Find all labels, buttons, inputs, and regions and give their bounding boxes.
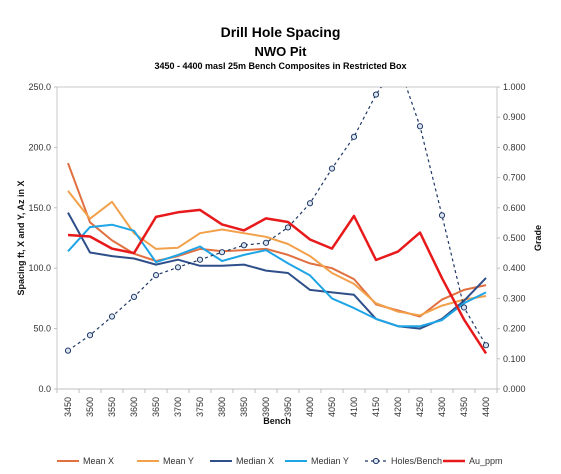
- data-point-holes-bench: [438, 212, 446, 219]
- legend-item-median-x: Median X: [210, 456, 274, 466]
- y-tick-label: 150.0: [28, 203, 51, 213]
- y-tick-label: 250.0: [28, 82, 51, 92]
- data-point-holes-bench: [328, 165, 336, 172]
- y-tick-label: 100.0: [28, 263, 51, 273]
- data-point-holes-bench: [416, 123, 424, 130]
- legend-label: Au_ppm: [469, 456, 503, 466]
- y2-tick-label: 0.500: [503, 233, 526, 243]
- legend-item-au-ppm: Au_ppm: [443, 456, 503, 466]
- y-tick-label: 0.0: [38, 384, 51, 394]
- data-point-holes-bench: [108, 313, 116, 320]
- legend-label: Median X: [236, 456, 274, 466]
- legend-item-median-y: Median Y: [285, 456, 349, 466]
- y2-tick-label: 0.100: [503, 354, 526, 364]
- series-line-median-y: [67, 223, 487, 328]
- series-line-median-x: [67, 212, 487, 330]
- data-point-holes-bench: [218, 249, 226, 256]
- y2-tick-label: 0.700: [503, 173, 526, 183]
- data-point-holes-bench: [350, 133, 358, 140]
- legend-label: Mean Y: [163, 456, 194, 466]
- x-tick-label: 4300: [437, 397, 447, 417]
- y2-tick-label: 0.200: [503, 324, 526, 334]
- data-point-holes-bench: [64, 347, 72, 354]
- x-tick-label: 3950: [283, 397, 293, 417]
- y2-tick-label: 0.400: [503, 263, 526, 273]
- x-tick-label: 4150: [371, 397, 381, 417]
- legend-label: Holes/Bench: [391, 456, 442, 466]
- y2-tick-label: 1.000: [503, 82, 526, 92]
- data-point-holes-bench: [460, 304, 468, 311]
- x-tick-label: 4050: [327, 397, 337, 417]
- data-point-holes-bench: [306, 200, 314, 207]
- x-axis-title: Bench: [263, 416, 291, 426]
- data-point-holes-bench: [174, 264, 182, 271]
- x-tick-label: 4350: [459, 397, 469, 417]
- x-tick-label: 4200: [393, 397, 403, 417]
- x-tick-label: 4000: [305, 397, 315, 417]
- data-point-holes-bench: [372, 91, 380, 98]
- legend-item-mean-x: Mean X: [57, 456, 114, 466]
- y-tick-label: 50.0: [33, 324, 51, 334]
- y-tick-label: 200.0: [28, 142, 51, 152]
- legend-label: Median Y: [311, 456, 349, 466]
- chart-title2: NWO Pit: [254, 44, 307, 59]
- series-line-au-ppm: [67, 208, 488, 355]
- x-tick-label: 3600: [129, 397, 139, 417]
- data-point-holes-bench: [130, 293, 138, 300]
- data-point-holes-bench: [482, 342, 490, 349]
- x-tick-label: 3800: [217, 397, 227, 417]
- x-tick-label: 3850: [239, 397, 249, 417]
- x-tick-label: 3750: [195, 397, 205, 417]
- y2-tick-label: 0.300: [503, 293, 526, 303]
- y2-tick-label: 0.600: [503, 203, 526, 213]
- x-tick-label: 4250: [415, 397, 425, 417]
- series-line-holes-bench: [67, 87, 487, 352]
- chart-title: Drill Hole Spacing: [220, 24, 341, 40]
- data-point-holes-bench: [262, 239, 270, 246]
- data-point-holes-bench: [284, 224, 292, 231]
- x-tick-label: 3700: [173, 397, 183, 417]
- y-axis-title: Spacing ft, X and Y, Az in X: [16, 180, 26, 295]
- x-tick-label: 3550: [107, 397, 117, 417]
- x-tick-label: 3900: [261, 397, 271, 417]
- y2-tick-label: 0.800: [503, 142, 526, 152]
- legend-label: Mean X: [83, 456, 114, 466]
- y2-tick-label: 0.900: [503, 112, 526, 122]
- x-tick-label: 3500: [85, 397, 95, 417]
- x-tick-label: 3650: [151, 397, 161, 417]
- data-point-holes-bench: [196, 256, 204, 263]
- legend-item-holes-bench: Holes/Bench: [365, 456, 442, 466]
- legend-marker: [372, 457, 380, 465]
- chart-subtitle: 3450 - 4400 masl 25m Bench Composites in…: [154, 61, 407, 71]
- y2-axis-title: Grade: [533, 225, 543, 251]
- x-tick-label: 4400: [481, 397, 491, 417]
- data-point-holes-bench: [86, 332, 94, 339]
- plot-frame: [56, 86, 498, 390]
- y2-tick-label: 0.000: [503, 384, 526, 394]
- data-point-holes-bench: [240, 242, 248, 249]
- data-point-holes-bench: [152, 272, 160, 279]
- x-tick-label: 4100: [349, 397, 359, 417]
- legend-item-mean-y: Mean Y: [137, 456, 194, 466]
- x-tick-label: 3450: [63, 397, 73, 417]
